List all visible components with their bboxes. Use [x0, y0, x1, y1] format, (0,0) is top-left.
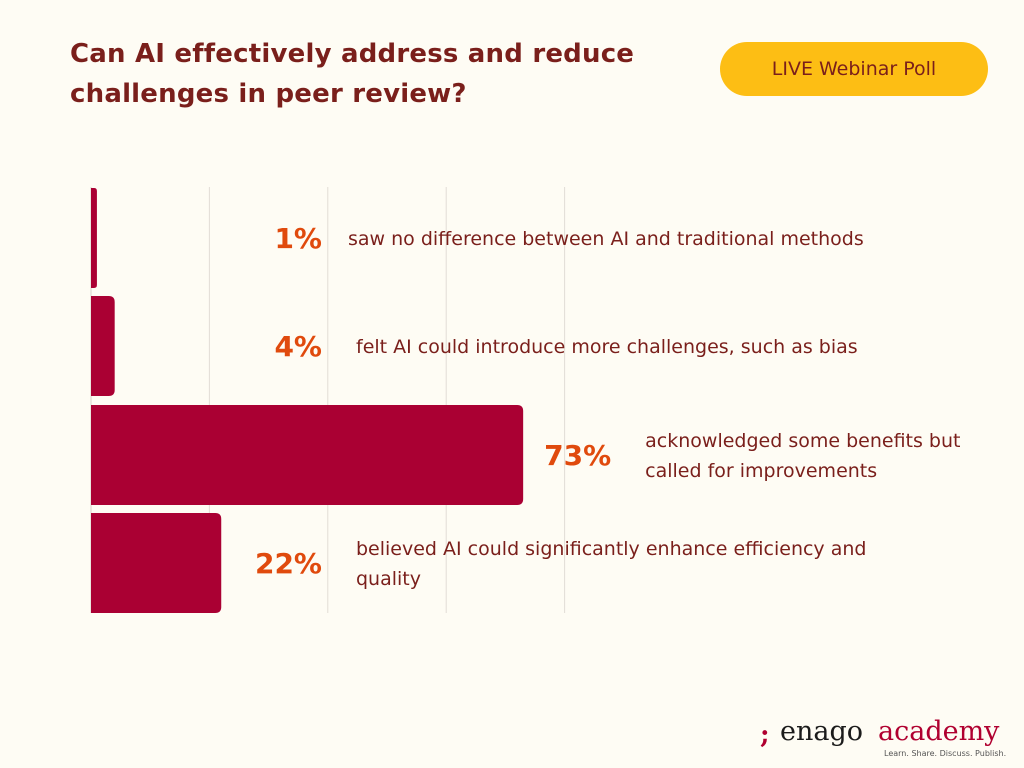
logo-academy: academy: [878, 716, 1000, 747]
logo-brand: enago: [780, 716, 864, 747]
bar-description: quality: [356, 568, 421, 590]
value-label: 73%: [544, 439, 611, 472]
value-label: 22%: [255, 547, 322, 580]
value-label: 1%: [274, 222, 322, 255]
live-webinar-poll-badge: LIVE Webinar Poll: [720, 42, 988, 96]
value-label: 4%: [274, 330, 322, 363]
bar: [91, 405, 524, 505]
bar: [91, 188, 97, 288]
bar-description: felt AI could introduce more challenges,…: [356, 336, 858, 358]
bar-description: called for improvements: [645, 460, 877, 482]
bar: [91, 513, 222, 613]
bar-description: acknowledged some benefits but: [645, 430, 960, 452]
enago-academy-logo: ; enago academy Learn. Share. Discuss. P…: [760, 716, 1010, 760]
chart-title: Can AI effectively address and reduce ch…: [70, 39, 635, 109]
logo-tagline: Learn. Share. Discuss. Publish.: [884, 749, 1007, 758]
logo-mark: ;: [760, 720, 770, 750]
bar-description: saw no difference between AI and traditi…: [348, 228, 864, 250]
bar-description: believed AI could significantly enhance …: [356, 538, 866, 560]
bar: [91, 296, 115, 396]
